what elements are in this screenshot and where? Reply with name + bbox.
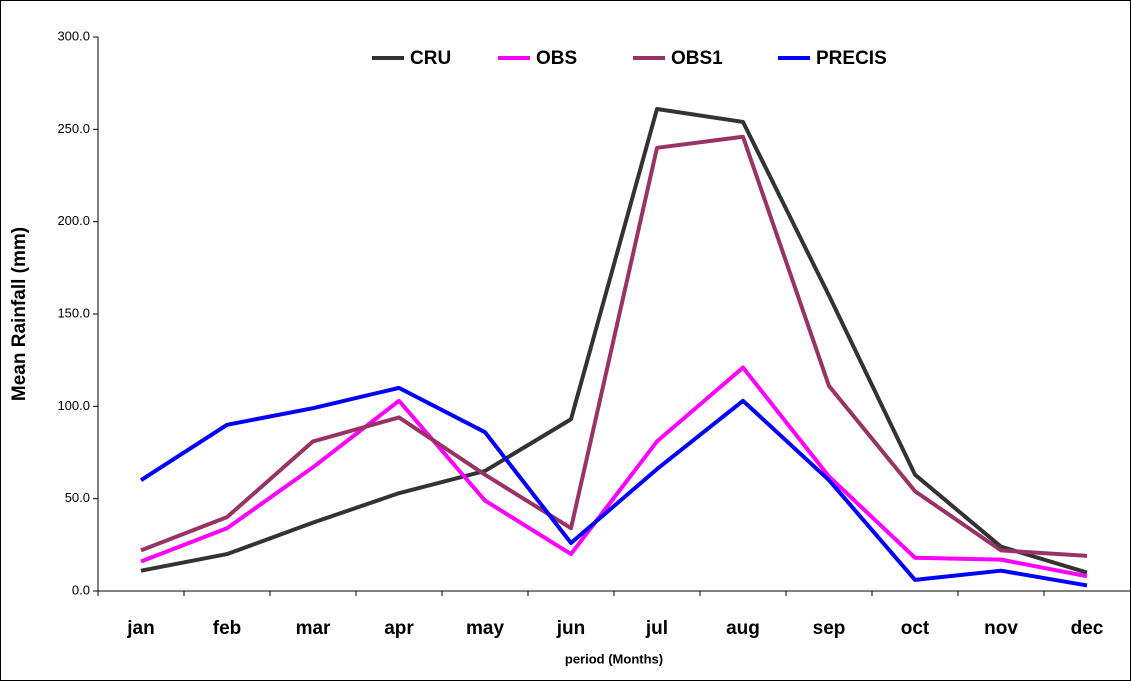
- x-axis-title: period (Months): [565, 651, 663, 666]
- series-line: [140, 134, 1088, 558]
- x-tick-label: apr: [384, 618, 414, 639]
- y-tick-label: 200.0: [57, 213, 90, 228]
- legend-label: PRECIS: [816, 48, 887, 69]
- x-tick-label: aug: [726, 618, 760, 639]
- x-tick-label: sep: [813, 618, 846, 639]
- y-tick-label: 100.0: [57, 398, 90, 413]
- y-tick-label: 50.0: [65, 490, 90, 505]
- x-tick-label: dec: [1071, 618, 1104, 639]
- x-tick-label: nov: [984, 618, 1018, 639]
- x-tick-label: may: [466, 618, 504, 639]
- legend-label: OBS: [536, 48, 577, 69]
- series-line: [140, 365, 1088, 579]
- y-tick-label: 150.0: [57, 305, 90, 320]
- x-tick-label: jan: [126, 618, 154, 639]
- y-tick-label: 300.0: [57, 28, 90, 43]
- y-tick-label: 250.0: [57, 121, 90, 136]
- series-line: [140, 107, 1088, 575]
- x-tick-label: feb: [213, 618, 242, 639]
- legend-label: OBS1: [671, 48, 723, 69]
- x-tick-label: oct: [901, 618, 930, 639]
- x-tick-label: mar: [296, 618, 331, 639]
- y-tick-label: 0.0: [72, 582, 90, 597]
- series-line: [139, 385, 1088, 588]
- legend-label: CRU: [410, 48, 451, 69]
- y-axis-title: Mean Rainfall (mm): [9, 227, 30, 401]
- x-tick-label: jun: [556, 618, 586, 639]
- x-tick-label: jul: [645, 618, 668, 639]
